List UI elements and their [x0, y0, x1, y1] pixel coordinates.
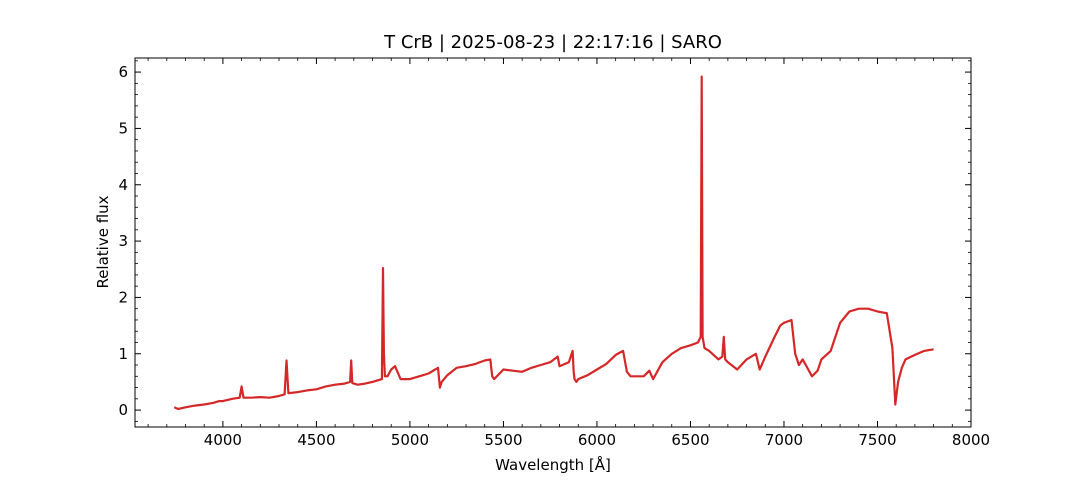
- x-tick-label: 8000: [952, 431, 990, 449]
- y-tick-label: 5: [118, 119, 128, 137]
- y-tick-label: 0: [118, 401, 128, 419]
- x-tick-label: 7500: [858, 431, 896, 449]
- x-tick-label: 4000: [204, 431, 242, 449]
- x-tick-label: 5500: [484, 431, 522, 449]
- x-tick-label: 7000: [765, 431, 803, 449]
- axis-ticks: 4000 4500 5000 5500 6000 6500 7000 7500 8000 0 1 2 3…: [118, 58, 990, 449]
- y-tick-label: 3: [118, 232, 128, 250]
- x-tick-label: 5000: [391, 431, 429, 449]
- x-axis-label: Wavelength [Å]: [495, 455, 611, 474]
- y-tick-label: 6: [118, 63, 128, 81]
- y-tick-label: 2: [118, 288, 128, 306]
- spectrum-line: [173, 75, 934, 411]
- chart-title: T CrB | 2025-08-23 | 22:17:16 | SARO: [383, 32, 722, 53]
- x-tick-label: 6500: [671, 431, 709, 449]
- y-axis-label: Relative flux: [94, 195, 112, 288]
- y-tick-label: 1: [118, 345, 128, 363]
- x-tick-label: 6000: [578, 431, 616, 449]
- y-tick-label: 4: [118, 176, 128, 194]
- x-tick-label: 4500: [297, 431, 335, 449]
- plot-frame: [134, 57, 972, 428]
